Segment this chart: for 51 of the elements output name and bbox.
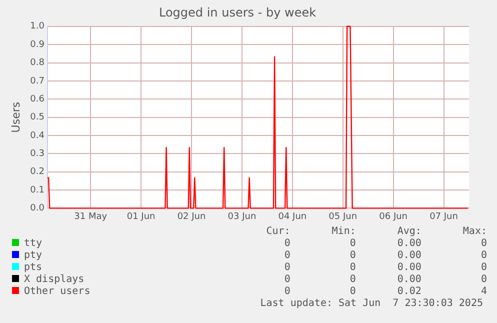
text: 0.00 [396, 238, 422, 250]
text: Cur: [265, 226, 290, 238]
text: 0 [283, 274, 290, 286]
x-tick-label: 03 Jun [228, 212, 256, 222]
x-tick-label: 06 Jun [379, 212, 408, 222]
x-tick-label: 04 Jun [278, 212, 307, 222]
legend-label: pts [23, 262, 44, 274]
chart-title: Logged in users - by week [158, 5, 316, 20]
text: Last update: Sat Jun 7 23:30:03 2025 [259, 298, 484, 310]
legend-label: X displays [23, 274, 86, 286]
x-tick-label: 05 Jun [328, 212, 358, 222]
y-tick-label: 0.1 [30, 185, 45, 196]
text: 0 [283, 238, 290, 250]
y-tick-label: 0.0 [30, 204, 45, 214]
y-tick-label: 0.7 [30, 76, 45, 86]
text: 0 [348, 262, 356, 274]
y-tick-label: 0.8 [30, 58, 45, 68]
text: 0 [480, 250, 487, 262]
y-axis-title: Users [9, 102, 22, 133]
text: 0 [348, 250, 356, 262]
text: Max: [462, 226, 487, 238]
text: Min: [330, 226, 356, 238]
x-tick-label: 31 May [74, 212, 108, 222]
text: 0 [284, 286, 290, 298]
text: 0 [348, 238, 356, 250]
text: 0.02 [396, 286, 422, 298]
y-tick-label: 0.2 [30, 167, 45, 178]
text: 0 [480, 262, 487, 274]
y-tick-label: 0.3 [30, 149, 45, 160]
y-tick-label: 0.9 [30, 40, 45, 50]
text: 0.00 [396, 250, 422, 262]
y-tick-label: 0.5 [30, 112, 45, 123]
text: 0.00 [396, 274, 422, 286]
y-tick-label: 1.0 [30, 22, 45, 32]
legend-label: Other users [23, 286, 92, 298]
text: 0.00 [396, 262, 422, 274]
legend-label: pty [23, 250, 44, 262]
text: 0 [283, 250, 290, 262]
y-tick-label: 0.4 [30, 130, 45, 141]
text: 4 [480, 286, 487, 298]
text: 0 [348, 286, 356, 298]
x-tick-label: 01 Jun [126, 212, 156, 222]
text: 0 [480, 238, 487, 250]
text: 0 [480, 274, 487, 286]
legend-label: tty [23, 238, 44, 250]
x-tick-label: 02 Jun [177, 212, 206, 222]
text: Avg: [396, 226, 422, 238]
text: 0 [283, 262, 290, 274]
y-tick-label: 0.6 [30, 94, 45, 104]
text: 0 [348, 274, 356, 286]
x-tick-label: 07 Jun [430, 212, 458, 222]
